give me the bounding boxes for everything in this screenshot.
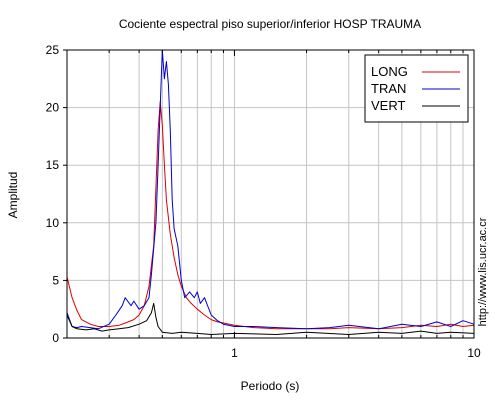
series-line-tran [66,49,475,330]
chart-title: Cociente espectral piso superior/inferio… [119,17,421,31]
legend-label-tran: TRAN [371,81,406,96]
y-tick-label: 10 [46,216,60,230]
legend: LONG TRAN VERT [364,54,469,123]
axes: 0 5 10 15 20 25 1 10 [46,43,481,360]
x-tick-label: 1 [231,346,238,360]
y-axis-label: Amplitud [6,172,20,219]
series-group [66,49,475,335]
watermark-url: http://www.lis.ucr.ac.cr [477,217,489,326]
x-axis-label: Periodo (s) [241,379,300,393]
legend-label-long: LONG [371,64,408,79]
series-line-vert [66,302,475,335]
y-tick-label: 15 [46,158,60,172]
y-tick-label: 20 [46,101,60,115]
y-tick-label: 5 [52,273,59,287]
series-line-long [66,101,475,330]
plot-frame [66,49,475,339]
y-tick-label: 25 [46,43,60,57]
y-tick-label: 0 [52,331,59,345]
legend-label-vert: VERT [371,98,405,113]
x-tick-label: 10 [467,346,481,360]
